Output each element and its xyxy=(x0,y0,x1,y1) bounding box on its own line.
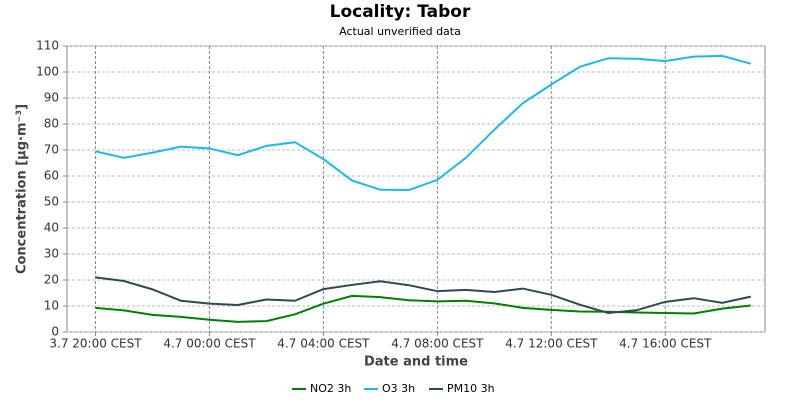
y-tick-label: 30 xyxy=(44,247,59,261)
y-tick-label: 100 xyxy=(36,65,59,79)
y-tick-label: 40 xyxy=(44,221,59,235)
plot-area xyxy=(66,45,766,333)
x-tick-label: 4.7 16:00 CEST xyxy=(619,337,712,351)
x-tick-label: 4.7 12:00 CEST xyxy=(505,337,598,351)
y-tick-label: 60 xyxy=(44,169,59,183)
y-tick-label: 110 xyxy=(36,39,59,53)
x-tick-label: 4.7 04:00 CEST xyxy=(277,337,370,351)
x-tick-label: 3.7 20:00 CEST xyxy=(49,337,142,351)
series-line xyxy=(95,276,751,315)
x-axis-label: Date and time xyxy=(364,355,468,370)
y-axis-label: Concentration [µg·m⁻³] xyxy=(15,104,30,274)
y-tick-label: 50 xyxy=(44,195,59,209)
legend-label: O3 3h xyxy=(382,382,415,395)
series-line xyxy=(95,294,751,323)
chart-title: Locality: Tabor xyxy=(330,2,471,22)
chart-subtitle: Actual unverified data xyxy=(339,25,461,38)
y-tick-label: 0 xyxy=(51,325,59,339)
legend-label: NO2 3h xyxy=(310,382,351,395)
y-tick-label: 80 xyxy=(44,117,59,131)
y-tick-label: 10 xyxy=(44,299,59,313)
series-line xyxy=(95,54,752,192)
y-tick-label: 70 xyxy=(44,143,59,157)
x-tick-label: 4.7 00:00 CEST xyxy=(163,337,256,351)
y-tick-label: 20 xyxy=(44,273,59,287)
legend-label: PM10 3h xyxy=(447,382,495,395)
y-tick-label: 90 xyxy=(44,91,59,105)
x-tick-label: 4.7 08:00 CEST xyxy=(391,337,484,351)
